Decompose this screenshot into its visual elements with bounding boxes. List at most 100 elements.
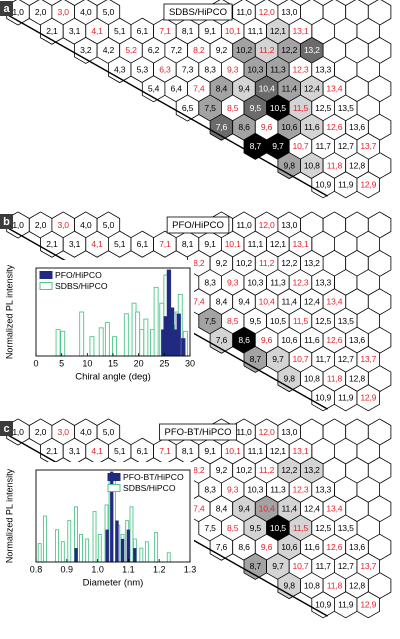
cell-label: 12,3 (293, 484, 309, 494)
cell-label: 2,1 (46, 26, 58, 36)
cell-label: 10,3 (247, 277, 263, 287)
cell-label: 10,5 (270, 103, 286, 113)
y-axis-label: Normalized PL intensity (4, 468, 14, 563)
cell-label: 2,1 (46, 239, 58, 249)
cell-label: 12,6 (326, 122, 342, 132)
legend-label: PFO/HiPCO (55, 270, 102, 280)
cell-label: 13,7 (360, 561, 376, 571)
bar (105, 529, 109, 563)
cell-label: 5,3 (137, 64, 149, 74)
cell-label: 10,2 (236, 465, 252, 475)
cell-label: 6,1 (137, 26, 149, 36)
bar (123, 313, 129, 357)
cell-label: 12,2 (281, 465, 297, 475)
bar (135, 311, 141, 357)
cell-label: 3,1 (69, 239, 81, 249)
cell-label: 4,0 (80, 7, 92, 17)
cell-label: 4,1 (91, 26, 103, 36)
cell-label: 7,2 (171, 45, 183, 55)
legend-swatch (39, 282, 53, 290)
panel-label-box (0, 214, 13, 229)
cell-label: 11,8 (327, 373, 343, 383)
bar (143, 318, 149, 357)
cell-label: 11,5 (293, 316, 309, 326)
cell-label: 9,7 (272, 561, 284, 571)
cell-label: 6,2 (148, 45, 160, 55)
cell-label: 8,2 (193, 258, 205, 268)
cell-label: 13,3 (315, 64, 331, 74)
cell-label: 4,1 (91, 446, 103, 456)
cell-label: 11,1 (248, 26, 264, 36)
x-tick-label: 20 (134, 358, 144, 368)
bar (115, 520, 119, 563)
cell-label: 12,8 (349, 580, 365, 590)
cell-label: 8,5 (227, 103, 239, 113)
cell-label: 3,0 (58, 427, 70, 437)
map-title-box (159, 423, 237, 441)
cell-label: 9,6 (261, 335, 273, 345)
cell-label: 10,1 (225, 446, 241, 456)
cell-label: 8,2 (193, 45, 205, 55)
x-tick-label: 1.2 (153, 564, 166, 574)
cell-label: 10,4 (259, 504, 275, 514)
cell-label: 11,9 (338, 180, 354, 190)
cell-label: 10,3 (247, 484, 263, 494)
cell-label: 9,4 (238, 297, 250, 307)
cell-label: 10,7 (293, 561, 309, 571)
x-tick-label: 30 (185, 358, 195, 368)
cell-label: 12,5 (315, 523, 331, 533)
cell-label: 11,7 (315, 141, 331, 151)
cell-label: 8,5 (227, 316, 239, 326)
cell-label: 9,3 (227, 484, 239, 494)
cell-label: 10,6 (281, 122, 297, 132)
cell-label: 11,0 (236, 220, 252, 230)
cell-label: 3,1 (69, 446, 81, 456)
cell-label: 7,5 (204, 103, 216, 113)
bar (181, 338, 186, 357)
bar (79, 533, 83, 563)
cell-label: 13,1 (293, 239, 309, 249)
cell-label: 9,2 (216, 45, 228, 55)
cell-label: 13,0 (281, 7, 297, 17)
hex-cell (356, 591, 381, 619)
legend-swatch (39, 271, 53, 279)
cell-label: 10,6 (281, 335, 297, 345)
legend-swatch (107, 473, 121, 481)
cell-label: 12,7 (338, 561, 354, 571)
cell-label: 11,5 (293, 103, 309, 113)
cell-label: 8,3 (204, 64, 216, 74)
cell-label: 10,2 (236, 258, 252, 268)
panel-label: b (3, 216, 10, 228)
cell-label: 5,1 (114, 239, 126, 249)
cell-label: 6,3 (159, 64, 171, 74)
cell-label: 7,4 (193, 297, 205, 307)
cell-label: 13,1 (293, 26, 309, 36)
cell-label: 13,3 (315, 277, 331, 287)
legend-label: SDBS/HiPCO (123, 483, 176, 493)
cell-label: 12,8 (349, 373, 365, 383)
cell-label: 8,1 (182, 26, 194, 36)
cell-label: 12,6 (326, 542, 342, 552)
cell-label: 12,0 (259, 7, 275, 17)
bar (126, 529, 131, 563)
cell-label: 10,8 (304, 160, 320, 170)
cell-label: 9,1 (204, 446, 216, 456)
bar (67, 520, 72, 563)
cell-label: 9,3 (227, 277, 239, 287)
bar (169, 307, 175, 357)
cell-label: 11,3 (270, 484, 286, 494)
cell-label: 7,4 (193, 504, 205, 514)
cell-label: 7,5 (204, 523, 216, 533)
bar (139, 547, 144, 563)
cell-label: 11,7 (315, 561, 331, 571)
cell-label: 7,1 (159, 26, 171, 36)
cell-label: 11,4 (282, 84, 298, 94)
x-axis-label: Chiral angle (deg) (75, 372, 151, 383)
cell-label: 11,5 (293, 523, 309, 533)
bar (55, 329, 61, 357)
cell-label: 12,8 (349, 160, 365, 170)
map-title-box (166, 216, 230, 234)
cell-label: 7,6 (216, 335, 228, 345)
